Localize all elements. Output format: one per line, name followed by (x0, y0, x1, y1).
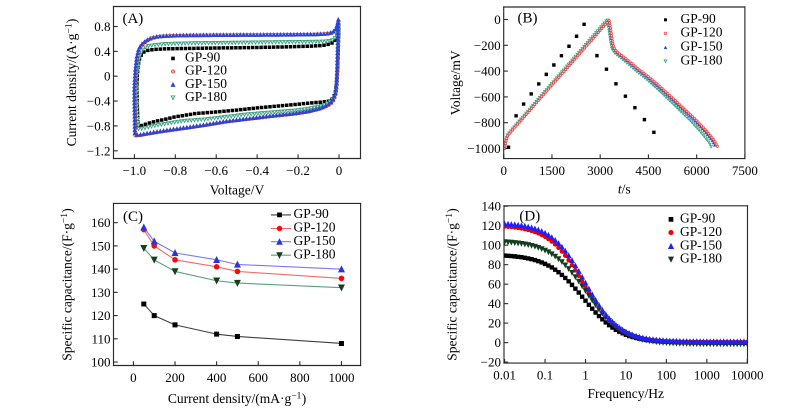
svg-text:80: 80 (488, 257, 501, 272)
svg-text:GP-120: GP-120 (680, 224, 722, 239)
svg-text:−0.4: −0.4 (87, 94, 111, 109)
svg-text:(B): (B) (517, 10, 537, 26)
svg-text:Frequency/Hz: Frequency/Hz (588, 386, 664, 401)
svg-text:1: 1 (582, 368, 589, 383)
svg-text:200: 200 (165, 370, 185, 385)
svg-text:GP-180: GP-180 (294, 246, 336, 261)
svg-text:−0.4: −0.4 (245, 163, 269, 178)
svg-text:GP-180: GP-180 (185, 89, 227, 104)
svg-text:GP-150: GP-150 (680, 237, 722, 252)
svg-text:GP-120: GP-120 (185, 63, 227, 78)
svg-text:(C): (C) (123, 209, 143, 225)
svg-text:0.8: 0.8 (94, 19, 110, 34)
svg-text:0: 0 (130, 370, 137, 385)
svg-text:0: 0 (500, 163, 507, 178)
svg-text:−400: −400 (474, 64, 501, 79)
svg-text:−1.2: −1.2 (87, 143, 111, 158)
svg-text:−0.6: −0.6 (204, 163, 228, 178)
svg-text:40: 40 (488, 296, 501, 311)
svg-text:1000: 1000 (694, 368, 720, 383)
svg-text:0.1: 0.1 (537, 368, 553, 383)
svg-text:130: 130 (91, 285, 111, 300)
svg-text:140: 140 (482, 199, 502, 214)
svg-text:S p e c: S p e c i f i c c a p a c i t a n c e / … (439, 204, 460, 361)
svg-text:GP-90: GP-90 (294, 206, 330, 221)
svg-text:−800: −800 (474, 115, 501, 130)
svg-text:0: 0 (336, 163, 343, 178)
svg-text:−1.0: −1.0 (123, 163, 147, 178)
svg-text:10000: 10000 (731, 368, 764, 383)
svg-text:600: 600 (248, 370, 268, 385)
svg-text:400: 400 (207, 370, 227, 385)
svg-text:100: 100 (657, 368, 677, 383)
svg-text:0: 0 (104, 69, 111, 84)
svg-text:GP-90: GP-90 (681, 11, 717, 26)
svg-text:0.4: 0.4 (94, 44, 111, 59)
svg-text:−600: −600 (474, 89, 501, 104)
svg-text:C u r r: C u r r e n t d e n s i t y / ( A · g ) … (58, 15, 79, 147)
svg-text:7500: 7500 (732, 163, 758, 178)
svg-text:Voltage/V: Voltage/V (210, 182, 265, 197)
svg-text:GP-150: GP-150 (185, 76, 227, 91)
svg-text:GP-180: GP-180 (680, 251, 722, 266)
svg-text:Voltage/mV: Voltage/mV (448, 50, 463, 115)
svg-text:60: 60 (488, 277, 501, 292)
svg-text:GP-180: GP-180 (681, 53, 723, 68)
svg-text:−1000: −1000 (467, 141, 500, 156)
svg-text:3000: 3000 (587, 163, 613, 178)
svg-text:120: 120 (482, 218, 502, 233)
svg-text:(D): (D) (519, 209, 540, 225)
svg-text:100: 100 (91, 355, 111, 370)
svg-text:GP-150: GP-150 (294, 233, 336, 248)
svg-text:GP-90: GP-90 (185, 50, 221, 65)
svg-text:6000: 6000 (684, 163, 710, 178)
svg-text:800: 800 (290, 370, 310, 385)
svg-text:100: 100 (482, 238, 502, 253)
svg-text:−20: −20 (481, 355, 501, 370)
svg-text:160: 160 (91, 215, 111, 230)
svg-text:4500: 4500 (635, 163, 661, 178)
svg-text:(A): (A) (122, 11, 143, 27)
svg-text:120: 120 (91, 308, 111, 323)
svg-text:0.01: 0.01 (493, 368, 516, 383)
svg-text:S p e c: S p e c i f i c c a p a c i t a n c e / … (54, 204, 75, 361)
svg-text:C u r r: C u r r e n t d e n s i t y / ( m A · g … (168, 386, 310, 407)
svg-text:10: 10 (619, 368, 632, 383)
svg-text:GP-120: GP-120 (294, 220, 336, 235)
svg-text:0: 0 (495, 335, 502, 350)
svg-text:GP-90: GP-90 (680, 211, 716, 226)
svg-text:GP-150: GP-150 (681, 39, 723, 54)
svg-text:GP-120: GP-120 (681, 25, 723, 40)
svg-text:−200: −200 (474, 38, 501, 53)
svg-text:1500: 1500 (539, 163, 565, 178)
svg-text:1000: 1000 (328, 370, 354, 385)
svg-text:−0.8: −0.8 (164, 163, 188, 178)
svg-text:0: 0 (494, 12, 501, 27)
svg-text:−0.8: −0.8 (87, 118, 111, 133)
svg-text:140: 140 (91, 262, 111, 277)
svg-text:−0.2: −0.2 (286, 163, 310, 178)
svg-text:t / s: t / s (618, 181, 631, 198)
svg-text:110: 110 (91, 331, 110, 346)
svg-text:20: 20 (488, 316, 501, 331)
svg-text:150: 150 (91, 238, 111, 253)
